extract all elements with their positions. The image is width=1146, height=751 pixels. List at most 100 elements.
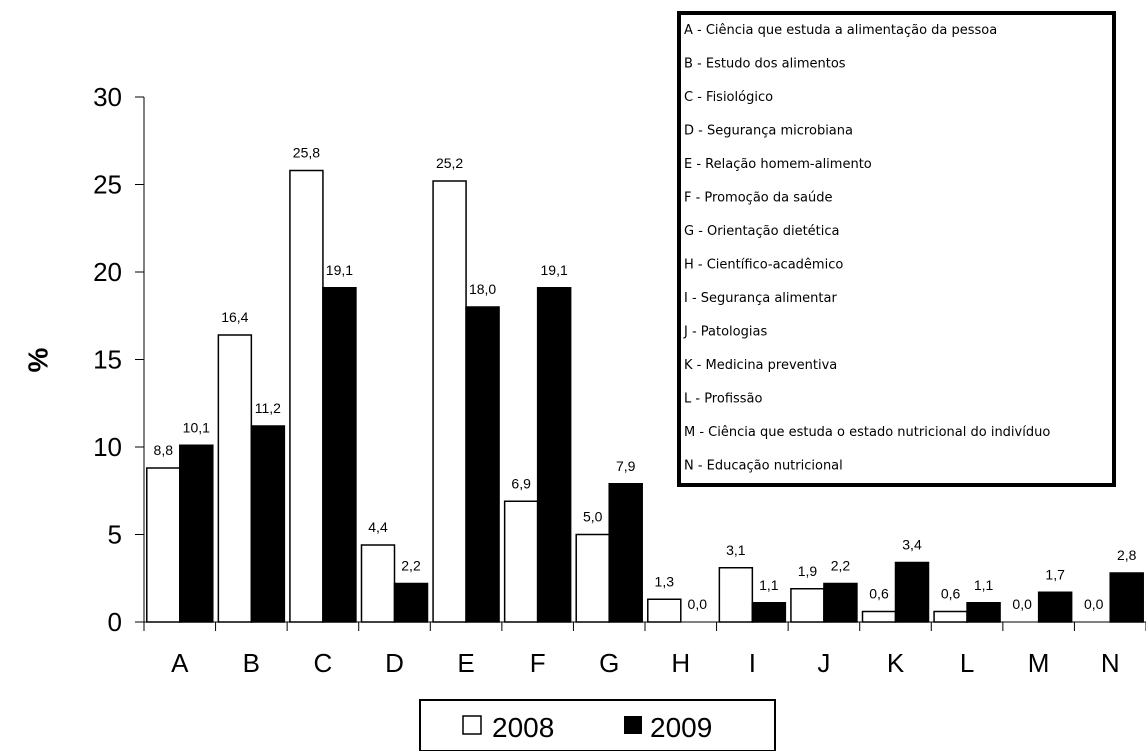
data-label-2008-D: 4,4 (368, 519, 388, 535)
y-axis: 0 5 10 15 20 25 30 (93, 82, 145, 637)
bar-2008-K (861, 610, 897, 623)
data-label-2009-E: 18,0 (469, 281, 496, 297)
bar-2009-B (250, 425, 286, 623)
y-tick-label: 0 (108, 607, 122, 637)
data-label-2009-F: 19,1 (541, 262, 568, 278)
data-label-2008-J: 1,9 (798, 563, 818, 579)
x-tick-label: D (385, 648, 404, 678)
category-key-entry: A - Ciência que estuda a alimentação da … (684, 23, 997, 38)
bar-2009-A (179, 444, 214, 623)
category-key-entry: L - Profissão (684, 392, 763, 407)
category-key-frame (677, 11, 1116, 487)
x-tick-label: A (171, 648, 189, 678)
x-tick-label: H (671, 648, 690, 678)
bar-2008-C (289, 169, 324, 623)
bar-2009-E (465, 306, 500, 623)
bars (146, 169, 1144, 623)
data-label-2009-K: 3,4 (902, 537, 922, 553)
data-label-2009-H: 0,0 (688, 596, 708, 612)
bar-2008-H (647, 598, 682, 623)
data-label-2009-L: 1,1 (974, 577, 994, 593)
category-key-entry: E - Relação homem-alimento (684, 157, 872, 172)
bar-2008-E (432, 180, 467, 623)
bar-2009-D (393, 582, 429, 623)
category-key-entry: C - Fisiológico (684, 90, 773, 105)
bar-2008-J (790, 588, 825, 623)
bar-2009-N (1109, 572, 1144, 623)
legend-label-2008: 2008 (492, 712, 554, 743)
data-label-2008-I: 3,1 (726, 542, 746, 558)
data-label-2009-A: 10,1 (183, 419, 210, 435)
category-key-entry: J - Patologias (683, 325, 767, 340)
bar-2009-L (966, 602, 1001, 623)
x-tick-label: G (599, 648, 619, 678)
data-label-2009-M: 1,7 (1045, 566, 1065, 582)
category-key-entry: I - Segurança alimentar (684, 291, 837, 306)
y-tick-label: 20 (93, 257, 122, 287)
data-label-2009-J: 2,2 (831, 558, 851, 574)
legend-label-2009: 2009 (650, 712, 712, 743)
y-tick-label: 25 (93, 170, 122, 200)
x-tick-label: F (530, 648, 546, 678)
bar-2008-G (575, 533, 610, 623)
bar-2009-F (536, 287, 572, 623)
x-tick-label: C (314, 648, 333, 678)
data-label-2008-E: 25,2 (436, 155, 463, 171)
bar-2009-M (1037, 591, 1073, 623)
y-axis-title: % (22, 347, 53, 372)
legend-swatch-2008 (462, 715, 482, 735)
data-label-2008-M: 0,0 (1012, 596, 1032, 612)
data-label-2008-H: 1,3 (655, 573, 675, 589)
category-key-entry: G - Orientação dietética (684, 224, 840, 239)
bar-2008-B (217, 334, 253, 623)
x-tick-label: B (243, 648, 260, 678)
bar-2009-I (751, 602, 787, 623)
bar-2009-K (894, 561, 930, 623)
bar-2008-A (146, 467, 181, 623)
category-key-entry: B - Estudo dos alimentos (684, 57, 846, 72)
category-key-entries: A - Ciência que estuda a alimentação da … (683, 23, 1050, 474)
data-label-2008-G: 5,0 (583, 509, 603, 525)
data-label-2008-L: 0,6 (941, 586, 961, 602)
y-tick-label: 15 (93, 345, 122, 375)
data-label-2009-C: 19,1 (326, 262, 353, 278)
x-axis: A B C D E F G H I J K L M N (143, 621, 1146, 678)
data-label-2009-D: 2,2 (401, 558, 421, 574)
data-labels: 8,8 10,1 16,4 11,2 25,8 19,1 4,4 2,2 25,2 18,0 6,9… (154, 145, 1137, 613)
data-label-2008-K: 0,6 (869, 586, 889, 602)
data-label-2008-C: 25,8 (293, 145, 320, 161)
data-label-2008-F: 6,9 (511, 475, 531, 491)
legend-swatch-2009 (624, 716, 642, 734)
bar-2008-F (503, 500, 539, 623)
data-label-2008-A: 8,8 (154, 442, 174, 458)
x-tick-label: L (960, 648, 974, 678)
legend: 2008 2009 (419, 699, 776, 751)
data-label-2009-G: 7,9 (616, 458, 636, 474)
category-key-entry: N - Educação nutricional (684, 459, 843, 474)
category-key-entry: K - Medicina preventiva (684, 358, 837, 373)
category-key: A - Ciência que estuda a alimentação da … (677, 11, 1116, 487)
y-tick-label: 30 (93, 82, 122, 112)
y-tick-label: 10 (93, 432, 122, 462)
data-label-2008-B: 16,4 (221, 309, 248, 325)
x-tick-label: E (457, 648, 474, 678)
category-key-entry: F - Promoção da saúde (684, 191, 832, 206)
x-tick-label: K (887, 648, 905, 678)
x-tick-label: J (817, 648, 830, 678)
bar-2008-I (718, 567, 754, 623)
data-label-2008-N: 0,0 (1084, 596, 1104, 612)
y-tick-label: 5 (108, 520, 122, 550)
data-label-2009-N: 2,8 (1117, 547, 1137, 563)
x-tick-label: N (1101, 648, 1120, 678)
bar-2008-D (360, 544, 396, 623)
bar-2008-L (933, 610, 968, 623)
data-label-2009-I: 1,1 (759, 577, 779, 593)
category-key-entry: H - Científico-acadêmico (684, 258, 843, 273)
bar-2009-J (823, 582, 858, 623)
bar-2009-G (608, 483, 643, 623)
category-key-entry: M - Ciência que estuda o estado nutricio… (684, 425, 1050, 440)
x-tick-label: M (1028, 648, 1050, 678)
bar-2009-C (322, 287, 357, 623)
x-tick-label: I (749, 648, 756, 678)
